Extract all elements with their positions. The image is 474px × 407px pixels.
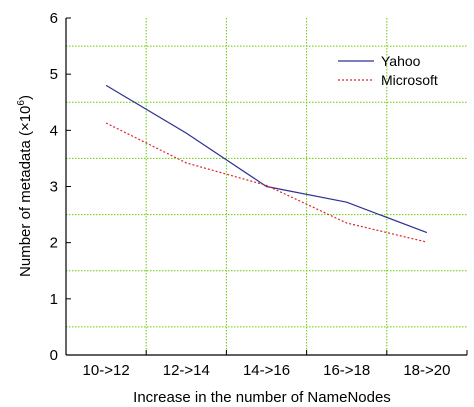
- y-tick-label: 3: [50, 179, 58, 196]
- y-tick-label: 2: [50, 235, 58, 252]
- y-axis-title-main: Number of metadata (×10: [17, 106, 34, 277]
- x-tick-label: 16->18: [323, 362, 370, 379]
- y-tick-label: 4: [50, 122, 58, 139]
- y-tick-label: 6: [50, 10, 58, 27]
- x-tick-label: 10->12: [83, 362, 130, 379]
- series-line-microsoft: [105, 122, 428, 243]
- x-axis-title: Increase in the number of NameNodes: [133, 389, 391, 406]
- y-tick-label: 0: [50, 347, 58, 364]
- x-tick-label: 18->20: [403, 362, 450, 379]
- legend-label-yahoo: Yahoo: [381, 53, 421, 69]
- y-tick-labels: 0 1 2 3 4 5 6: [50, 10, 58, 364]
- series-line-yahoo: [105, 84, 428, 234]
- series-lines: [105, 84, 428, 243]
- y-tick-label: 1: [50, 291, 58, 308]
- y-axis-title: Number of metadata (×106): [16, 95, 34, 277]
- legend-label-microsoft: Microsoft: [381, 72, 438, 88]
- y-axis-title-suffix: ): [17, 95, 34, 100]
- x-tick-label: 14->16: [243, 362, 290, 379]
- x-tick-labels: 10->12 12->14 14->16 16->18 18->20: [83, 362, 451, 379]
- y-axis-title-exponent: 6: [16, 100, 27, 106]
- y-tick-label: 5: [50, 66, 58, 83]
- grid: [66, 18, 467, 355]
- x-tick-label: 12->14: [163, 362, 210, 379]
- axes: [65, 17, 468, 356]
- legend: Yahoo Microsoft: [338, 53, 438, 88]
